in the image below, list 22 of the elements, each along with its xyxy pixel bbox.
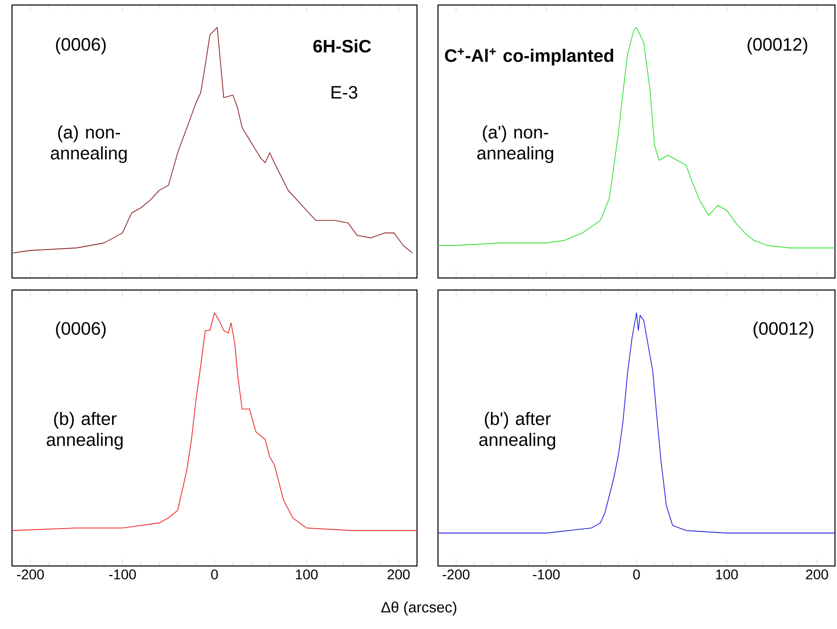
annotation: E-3 — [332, 86, 358, 99]
x-tick-label: 100 — [716, 570, 738, 580]
annotation: 6H-SiC — [313, 39, 371, 53]
x-tick-label: -100 — [109, 570, 136, 580]
x-tick-label: -200 — [17, 570, 44, 580]
annotation: (0006) — [56, 38, 106, 54]
x-tick-label: 200 — [388, 570, 410, 580]
annotation: (00012) — [748, 38, 808, 54]
x-tick-label: 200 — [806, 570, 828, 580]
annotation: (00012) — [754, 322, 814, 338]
annotation: C$^{+}$-Al$^{+}$ co-implanted — [445, 48, 614, 66]
x-tick-label: 100 — [296, 570, 318, 580]
annotation: (a) non-annealing — [50, 125, 127, 164]
annotation: (0006) — [56, 322, 106, 338]
annotation: (b') after annealing — [479, 412, 556, 450]
x-tick-label: 0 — [211, 570, 218, 580]
x-tick-label: 0 — [633, 570, 640, 580]
annotation: (a') non-annealing — [477, 125, 554, 164]
x-tick-label: -100 — [532, 570, 560, 580]
x-tick-label: -200 — [442, 570, 470, 580]
annotation: (b) after annealing — [46, 412, 123, 450]
x-axis-title: Δθ (arcsec) — [381, 602, 456, 616]
